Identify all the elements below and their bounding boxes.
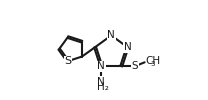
- Text: H₂: H₂: [97, 82, 109, 92]
- Text: N: N: [97, 61, 105, 71]
- Text: N: N: [97, 77, 105, 87]
- Text: H: H: [96, 77, 103, 87]
- Text: CH: CH: [145, 56, 160, 66]
- Text: S: S: [64, 56, 71, 66]
- Text: 3: 3: [151, 61, 155, 67]
- Text: N: N: [107, 30, 115, 40]
- Text: S: S: [132, 61, 138, 71]
- Text: N: N: [124, 42, 131, 52]
